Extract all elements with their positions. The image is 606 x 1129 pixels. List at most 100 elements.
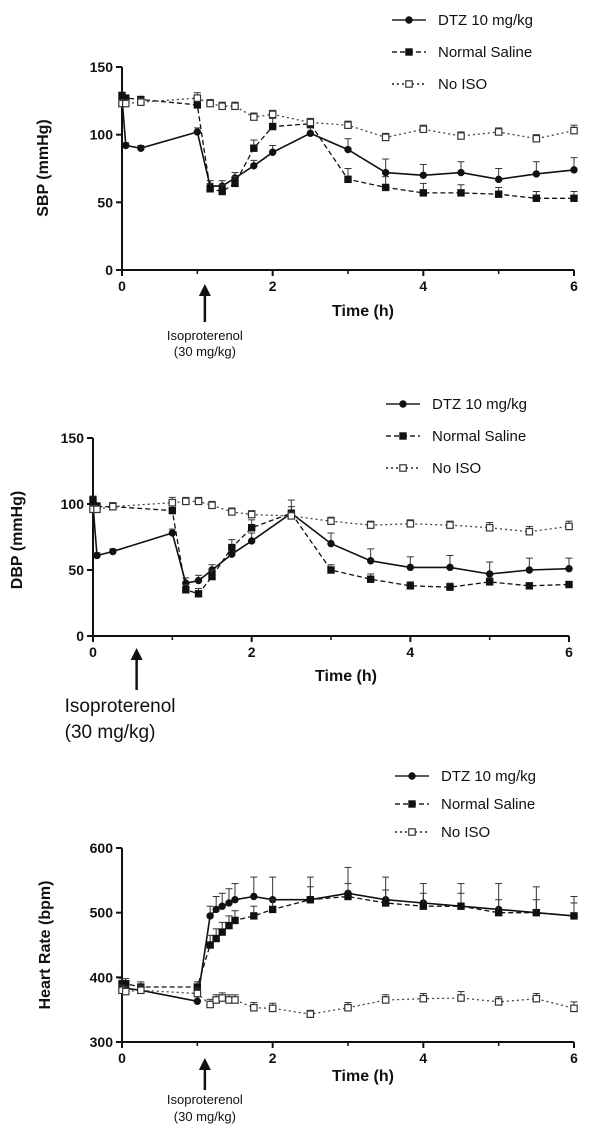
data-point (247, 537, 256, 545)
data-point (306, 118, 315, 127)
series-line (93, 500, 570, 533)
data-point (494, 128, 503, 136)
data-point (137, 986, 145, 995)
data-point (182, 497, 190, 506)
data-point (565, 564, 573, 573)
data-point (193, 94, 202, 102)
data-point (570, 1004, 578, 1013)
series-line (122, 892, 575, 1003)
data-point (525, 527, 534, 536)
data-point (168, 529, 177, 537)
data-point (457, 902, 465, 910)
data-point (570, 194, 578, 202)
data-point (250, 162, 258, 170)
data-point (406, 582, 415, 590)
y-tick-label: 100 (90, 127, 114, 143)
data-point (193, 997, 202, 1005)
data-point (327, 566, 335, 574)
data-point (193, 101, 202, 109)
x-tick-label: 4 (419, 278, 427, 294)
x-tick-label: 0 (118, 1050, 126, 1066)
data-point (406, 563, 415, 572)
sbp-chart: 0 50 100 150 0 2 4 6 Time (h) SBP (mmHg) DTZ 10 mg… (35, 12, 578, 359)
legend-label: DTZ 10 mg/kg (441, 768, 536, 785)
data-point (344, 145, 352, 154)
data-point (485, 570, 494, 578)
data-point (228, 508, 236, 516)
y-tick-label: 50 (97, 194, 113, 210)
legend-marker (408, 828, 416, 836)
data-point (250, 1003, 258, 1012)
data-point (218, 928, 226, 936)
data-point (231, 916, 239, 925)
y-tick-label: 150 (90, 59, 114, 75)
data-point (228, 543, 236, 552)
legend-label: Normal Saline (438, 44, 532, 61)
data-point (208, 572, 216, 581)
data-point (206, 185, 214, 193)
y-tick-label: 500 (90, 905, 114, 921)
data-point (344, 892, 352, 901)
data-point (137, 98, 145, 106)
data-point (194, 590, 203, 598)
x-tick-label: 6 (565, 644, 573, 660)
data-point (366, 521, 375, 529)
data-point (250, 892, 258, 901)
series-no-iso (89, 496, 573, 536)
data-point (250, 144, 258, 152)
data-point (268, 110, 277, 119)
data-point (565, 522, 573, 531)
data-point (206, 941, 214, 949)
series-no-iso (118, 92, 578, 143)
data-point (247, 510, 256, 519)
data-point (168, 506, 177, 515)
legend-label: DTZ 10 mg/kg (432, 396, 527, 413)
data-point (532, 170, 541, 178)
data-point (446, 521, 454, 529)
x-tick-label: 4 (406, 644, 414, 660)
data-point (182, 586, 190, 594)
data-point (212, 905, 220, 914)
data-point (446, 583, 454, 591)
data-point (268, 122, 277, 131)
data-point (194, 576, 203, 585)
data-point (419, 994, 428, 1003)
data-point (419, 171, 428, 179)
data-point (268, 905, 277, 914)
data-point (306, 896, 315, 904)
data-point (218, 994, 226, 1002)
data-point (366, 557, 375, 565)
series-line (92, 499, 570, 595)
data-point (306, 1010, 315, 1018)
legend-marker (405, 16, 413, 24)
data-point (89, 496, 97, 504)
data-point (122, 141, 130, 150)
data-point (344, 1003, 352, 1012)
data-point (212, 934, 220, 943)
data-point (485, 578, 494, 586)
legend-marker (408, 800, 416, 808)
y-tick-label: 150 (61, 430, 85, 446)
data-point (225, 899, 233, 907)
annotation-label: (30 mg/kg) (65, 722, 156, 743)
data-point (250, 912, 258, 920)
data-point (218, 102, 226, 111)
x-tick-label: 4 (419, 1050, 427, 1066)
data-point (570, 912, 578, 920)
data-point (194, 497, 203, 506)
x-tick-label: 0 (89, 644, 97, 660)
data-point (225, 921, 233, 930)
legend-label: DTZ 10 mg/kg (438, 12, 533, 29)
annotation-label: Isoproterenol (167, 328, 243, 343)
data-point (494, 175, 503, 184)
data-point (208, 501, 216, 510)
y-axis-label: Heart Rate (bpm) (37, 881, 54, 1010)
data-point (525, 582, 534, 590)
annotation-arrow-head (130, 648, 143, 660)
y-tick-label: 100 (61, 496, 85, 512)
data-point (494, 190, 503, 198)
data-point (247, 524, 256, 532)
data-point (344, 175, 352, 184)
data-point (457, 189, 465, 197)
data-point (168, 498, 177, 507)
